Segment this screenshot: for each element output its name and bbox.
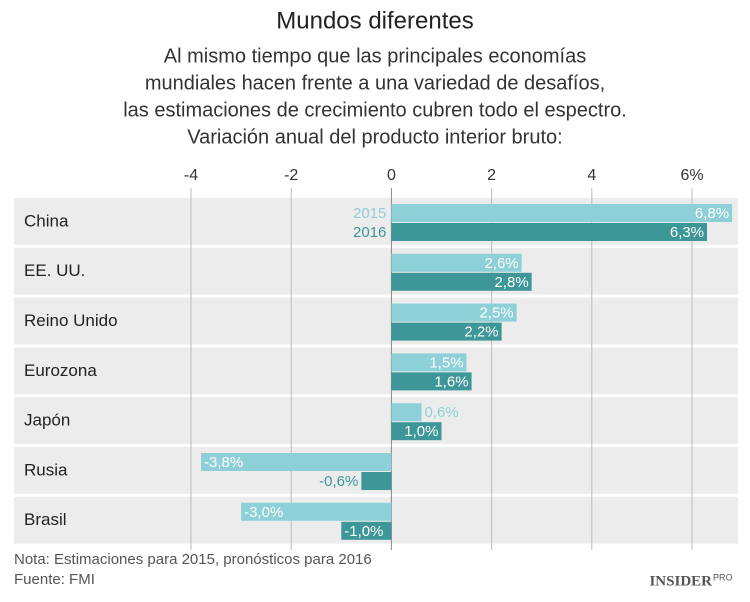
value-label: 2,8% — [494, 274, 528, 291]
bar — [391, 204, 733, 222]
x-tick-label: 2 — [487, 167, 496, 184]
value-label: 2,5% — [479, 305, 513, 322]
bar — [391, 322, 502, 341]
category-label: Brasil — [24, 510, 67, 529]
x-tick-label: -4 — [184, 167, 198, 184]
subtitle: Variación anual del producto interior br… — [187, 126, 562, 148]
subtitle: Al mismo tiempo que las principales econ… — [164, 45, 586, 67]
subtitle: las estimaciones de crecimiento cubren t… — [123, 99, 627, 121]
bar — [391, 353, 467, 372]
bar — [391, 372, 472, 391]
bar — [361, 472, 392, 490]
bar — [391, 303, 517, 322]
row-band — [14, 347, 738, 395]
brand-sup: PRO — [713, 572, 733, 582]
brand: INSIDER — [649, 573, 712, 589]
bar — [391, 223, 708, 241]
bar — [241, 502, 392, 521]
row-band — [14, 297, 738, 345]
row-band — [14, 397, 738, 444]
bar — [391, 253, 522, 272]
value-label: -3,8% — [204, 454, 243, 471]
bar — [391, 403, 422, 422]
value-label: 6,3% — [670, 224, 704, 241]
row-band — [14, 247, 738, 295]
legend-label: 2016 — [353, 224, 386, 241]
value-label: 2,2% — [464, 324, 498, 341]
chart-title: Mundos diferentes — [276, 7, 473, 34]
category-label: EE. UU. — [24, 261, 85, 280]
subtitle: mundiales hacen frente a una variedad de… — [145, 72, 605, 94]
bar — [341, 521, 392, 540]
value-label: 6,8% — [695, 205, 729, 222]
value-label: -1,0% — [344, 523, 383, 540]
bar — [391, 422, 442, 441]
value-label: 0,6% — [424, 404, 458, 421]
bar — [201, 453, 392, 471]
value-label: 1,5% — [429, 354, 463, 371]
value-label: 2,6% — [484, 255, 518, 272]
x-tick-label: 4 — [587, 167, 596, 184]
x-tick-label: -2 — [284, 167, 298, 184]
x-tick-label: 6% — [680, 167, 703, 184]
value-label: 1,0% — [404, 423, 438, 440]
note: Nota: Estimaciones para 2015, pronóstico… — [14, 551, 372, 568]
category-label: Reino Unido — [24, 311, 118, 330]
source: Fuente: FMI — [14, 571, 95, 588]
legend-label: 2015 — [353, 205, 386, 222]
value-label: 1,6% — [434, 373, 468, 390]
category-label: Japón — [24, 411, 70, 430]
value-label: -0,6% — [319, 473, 358, 490]
bar — [391, 272, 532, 291]
category-label: Rusia — [24, 460, 68, 479]
x-tick-label: 0 — [387, 167, 396, 184]
category-label: China — [24, 211, 69, 230]
value-label: -3,0% — [244, 504, 283, 521]
category-label: Eurozona — [24, 361, 97, 380]
